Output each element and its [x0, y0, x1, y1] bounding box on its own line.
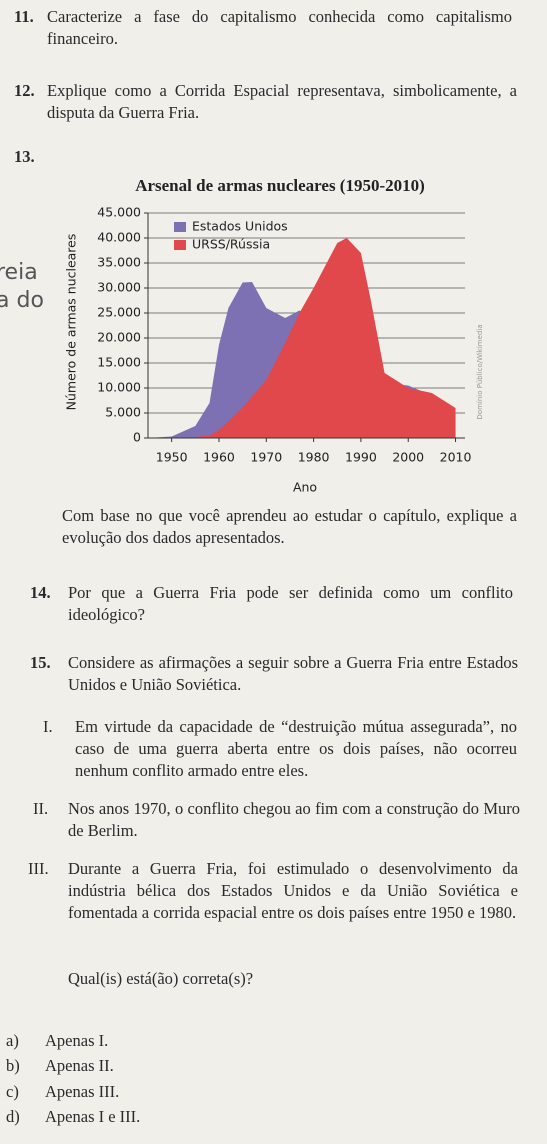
prompt: Qual(is) está(ão) correta(s)? — [68, 969, 254, 988]
option-text: Apenas I. — [45, 1031, 109, 1050]
statement-numeral: III. — [28, 859, 49, 878]
y-axis-label: Número de armas nucleares — [64, 234, 79, 411]
question-text: Com base no que você aprendeu ao estudar… — [62, 506, 517, 547]
margin-fragment: a do — [0, 288, 44, 313]
question-text: Considere as afirmações a seguir sobre a… — [68, 653, 518, 694]
y-tick-label: 40.000 — [97, 230, 141, 245]
x-axis-label: Ano — [293, 480, 317, 495]
option-letter: b) — [6, 1056, 20, 1075]
statement-text: Nos anos 1970, o conflito chegou ao fim … — [68, 799, 520, 840]
statement-text: Durante a Guerra Fria, foi estimulado o … — [68, 859, 518, 922]
area — [148, 238, 456, 438]
legend-swatch — [174, 222, 186, 232]
plot: 0 5.000 10.000 15.000 20.000 25.000 30.000 35.0… — [97, 205, 471, 465]
y-tick-label: 5.000 — [105, 405, 141, 420]
question-text: Explique como a Corrida Espacial represe… — [47, 81, 517, 122]
y-tick-label: 15.000 — [97, 355, 141, 370]
option-text: Apenas I e III. — [45, 1107, 141, 1126]
x-tick-label: 2010 — [440, 450, 472, 465]
statement-numeral: I. — [43, 717, 53, 736]
x-tick-label: 1960 — [203, 450, 235, 465]
x-tick-label: 1990 — [345, 450, 377, 465]
y-tick-label: 20.000 — [97, 330, 141, 345]
option-text: Apenas III. — [45, 1082, 120, 1101]
statement-text: Em virtude da capacidade de “destruição … — [75, 717, 517, 780]
x-tick-label: 2000 — [392, 450, 424, 465]
source: Domínio Público/Wikimedia — [476, 324, 484, 419]
question-number: 13. — [14, 147, 35, 166]
question-number: 11. — [14, 7, 34, 26]
option-letter: d) — [6, 1107, 20, 1126]
option-text: Apenas II. — [45, 1056, 114, 1075]
legend-label: Estados Unidos — [192, 219, 288, 234]
option-letter: a) — [6, 1031, 19, 1050]
chart-title: Arsenal de armas nucleares (1950-2010) — [135, 176, 425, 195]
y-tick-label: 10.000 — [97, 380, 141, 395]
y-tick-label: 45.000 — [97, 205, 141, 220]
x-tick-label: 1950 — [156, 450, 188, 465]
legend-label: URSS/Rússia — [192, 237, 270, 252]
question-number: 14. — [30, 583, 51, 602]
x-tick-label: 1980 — [298, 450, 330, 465]
margin-fragment: reia — [0, 260, 38, 285]
y-tick-label: 35.000 — [97, 255, 141, 270]
option-letter: c) — [6, 1082, 19, 1101]
chart: Arsenal de armas nucleares (1950-2010) N… — [64, 176, 485, 495]
y-tick-label: 0 — [133, 430, 141, 445]
x-tick-label: 1970 — [250, 450, 282, 465]
question-number: 12. — [14, 81, 35, 100]
question-number: 15. — [30, 653, 51, 672]
y-tick-label: 25.000 — [97, 305, 141, 320]
legend-swatch — [174, 240, 186, 250]
question-text: Por que a Guerra Fria pode ser definida … — [68, 583, 513, 624]
statement-numeral: II. — [33, 799, 49, 818]
y-tick-label: 30.000 — [97, 280, 141, 295]
question-text: Caracterize a fase do capitalismo conhec… — [47, 7, 512, 48]
